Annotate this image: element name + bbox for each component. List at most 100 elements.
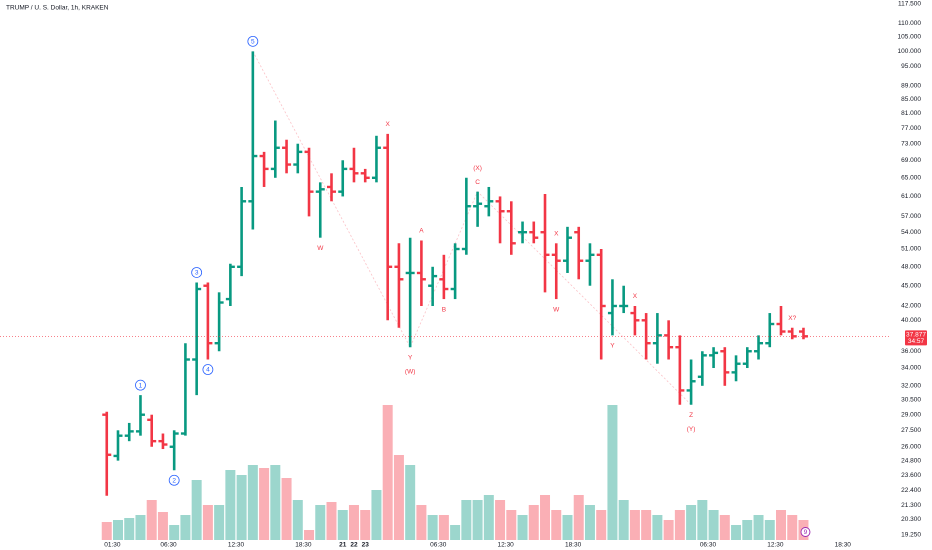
volume-bar xyxy=(528,505,539,540)
volume-bar xyxy=(124,518,135,540)
volume-bar xyxy=(259,468,270,540)
y-tick-label: 23.600 xyxy=(901,472,921,479)
volume-bar xyxy=(281,478,292,540)
x-tick-label: 12:30 xyxy=(498,542,515,549)
volume-bar xyxy=(135,515,146,540)
wave-label: X xyxy=(633,293,638,300)
volume-bar xyxy=(438,515,449,540)
wave-label: 1 xyxy=(139,382,143,389)
y-tick-label: 42.000 xyxy=(901,303,921,310)
volume-bar xyxy=(562,515,573,540)
y-tick-label: 29.000 xyxy=(901,411,921,418)
volume-bar xyxy=(416,505,427,540)
wave-label: Y xyxy=(408,354,413,361)
y-tick-label: 51.000 xyxy=(901,246,921,253)
countdown: 34:57 xyxy=(908,338,925,345)
volume-bar xyxy=(596,510,607,540)
current-price-label: 37.877 xyxy=(906,332,926,339)
y-tick-label: 65.000 xyxy=(901,175,921,182)
x-tick-label: 06:30 xyxy=(700,542,717,549)
wave-label: X xyxy=(554,231,559,238)
volume-bar xyxy=(607,405,618,540)
wave-label-circle xyxy=(202,364,214,375)
y-tick-label: 73.000 xyxy=(901,140,921,147)
y-tick-label: 26.000 xyxy=(901,443,921,450)
volume-bar xyxy=(169,525,180,540)
volume-bar xyxy=(461,500,472,540)
wave-label: B xyxy=(442,306,446,313)
volume-bar xyxy=(225,470,236,540)
x-tick-label: 23 xyxy=(362,542,370,549)
volume-bar xyxy=(674,510,685,540)
y-tick-label: 105.000 xyxy=(898,34,922,41)
wave-label: 5 xyxy=(251,39,255,46)
volume-bar xyxy=(618,500,629,540)
x-tick-label: 21 xyxy=(339,542,347,549)
wave-label: 3 xyxy=(195,270,199,277)
wave-label: 2 xyxy=(172,477,176,484)
x-tick-label: 01:30 xyxy=(104,542,121,549)
wave-label: Y xyxy=(610,343,615,350)
y-tick-label: 100.000 xyxy=(898,48,922,55)
wave-label-circle xyxy=(135,379,146,391)
y-tick-label: 69.000 xyxy=(901,157,921,164)
event-icon-circle xyxy=(800,527,811,537)
y-tick-label: 22.400 xyxy=(901,487,921,494)
wave-label: A xyxy=(419,228,424,235)
volume-bar xyxy=(764,520,775,540)
volume-bar xyxy=(191,480,202,540)
volume-bar xyxy=(247,465,258,540)
volume-bar xyxy=(551,510,562,540)
x-tick-label: 06:30 xyxy=(430,542,447,549)
wave-label: W xyxy=(317,245,324,252)
y-tick-label: 30.500 xyxy=(901,397,921,404)
volume-bar xyxy=(348,505,359,540)
y-tick-label: 24.800 xyxy=(901,457,921,464)
volume-bar xyxy=(315,505,326,540)
wave-label-circle xyxy=(247,35,259,47)
y-tick-label: 95.000 xyxy=(901,63,921,70)
volume-bar xyxy=(483,495,494,540)
volume-bar xyxy=(753,515,764,540)
wave-label: C xyxy=(475,179,480,186)
volume-bar xyxy=(731,525,742,540)
y-tick-label: 48.000 xyxy=(901,264,921,271)
y-tick-label: 40.000 xyxy=(901,317,921,324)
volume-bar xyxy=(236,475,247,540)
x-tick-label: 18:30 xyxy=(565,542,582,549)
volume-bar xyxy=(652,515,663,540)
y-tick-label: 81.000 xyxy=(901,110,921,117)
volume-bar xyxy=(326,502,337,540)
volume-bar xyxy=(393,455,404,540)
volume-bar xyxy=(292,500,303,540)
volume-bar xyxy=(146,500,157,540)
volume-layer xyxy=(101,405,809,540)
x-tick-label: 18:30 xyxy=(835,542,852,549)
volume-bar xyxy=(719,515,730,540)
wave-label: 4 xyxy=(206,367,210,374)
y-tick-label: 19.250 xyxy=(901,532,921,539)
y-tick-label: 54.000 xyxy=(901,229,921,236)
y-tick-label: 36.000 xyxy=(901,348,921,355)
volume-bar xyxy=(506,510,517,540)
y-tick-label: 61.000 xyxy=(901,193,921,200)
volume-bar xyxy=(202,505,213,540)
wave-label: X? xyxy=(788,315,796,322)
y-tick-label: 89.000 xyxy=(901,82,921,89)
x-tick-label: 12:30 xyxy=(228,542,245,549)
volume-bar xyxy=(663,520,674,540)
y-tick-label: 57.000 xyxy=(901,213,921,220)
y-tick-label: 27.500 xyxy=(901,427,921,434)
y-tick-label: 77.000 xyxy=(901,125,921,132)
wave-label: W xyxy=(553,306,560,313)
x-tick-label: 22 xyxy=(350,542,358,549)
wave-label-circle xyxy=(168,474,180,486)
volume-bar xyxy=(686,505,697,540)
x-tick-label: 18:30 xyxy=(295,542,312,549)
volume-bar xyxy=(517,515,528,540)
y-tick-label: 32.000 xyxy=(901,383,921,390)
volume-bar xyxy=(584,505,595,540)
volume-bar xyxy=(304,530,315,540)
wave-label: Z xyxy=(689,412,693,419)
